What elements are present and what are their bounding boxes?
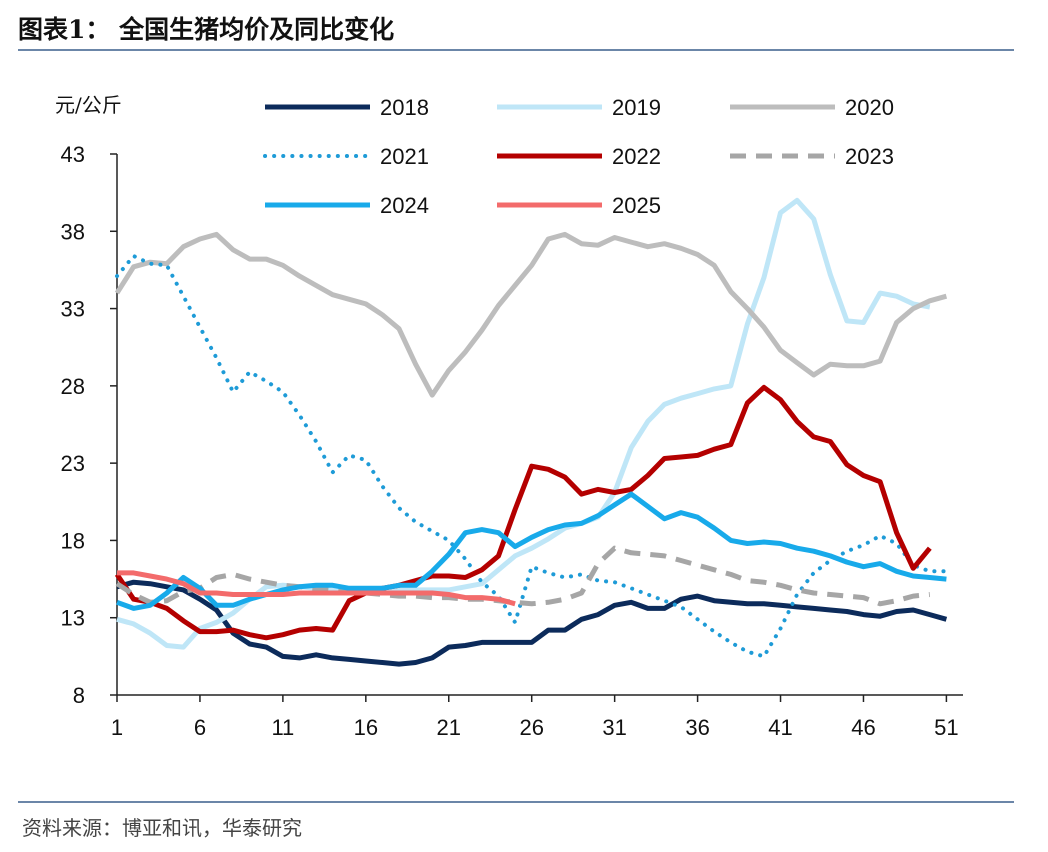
- x-tick-label: 46: [851, 715, 875, 740]
- x-tick-label: 11: [271, 715, 294, 740]
- series-line-2023: [115, 545, 931, 607]
- series-line-2021: [115, 254, 949, 659]
- x-tick-label: 1: [111, 715, 123, 740]
- legend-label-2021: 2021: [380, 144, 429, 169]
- series-line-2018: [116, 579, 948, 667]
- source-divider: [18, 801, 1014, 803]
- series-lines: [114, 197, 949, 667]
- legend-label-2023: 2023: [845, 144, 894, 169]
- legend: 2018 2019 2020 2021 2022 2023 2024 2025: [263, 95, 894, 218]
- source-note: 资料来源：博亚和讯，华泰研究: [22, 816, 302, 840]
- x-tick-label: 21: [437, 715, 461, 740]
- y-tick-label: 8: [73, 683, 85, 708]
- legend-label-2020: 2020: [845, 95, 894, 120]
- x-tick-label: 41: [768, 715, 792, 740]
- series-line-2020: [114, 231, 948, 398]
- y-tick-label: 28: [61, 374, 85, 399]
- y-tick-label: 18: [61, 528, 85, 553]
- series-line-2025: [117, 570, 516, 607]
- x-tick-label: 26: [519, 715, 543, 740]
- y-tick-label: 33: [61, 297, 85, 322]
- legend-label-2022: 2022: [612, 144, 661, 169]
- legend-label-2019: 2019: [612, 95, 661, 120]
- y-tick-label: 38: [61, 219, 85, 244]
- y-tick-label: 43: [61, 142, 85, 167]
- x-tick-label: 51: [934, 715, 958, 740]
- x-tick-label: 36: [685, 715, 709, 740]
- series-line-2024: [116, 491, 947, 611]
- y-axis-unit-label: 元/公斤: [55, 93, 122, 117]
- title-divider: [18, 49, 1014, 51]
- chart-title: 图表1： 全国生猪均价及同比变化: [18, 15, 395, 44]
- y-tick-label: 13: [61, 606, 85, 631]
- legend-label-2018: 2018: [380, 95, 429, 120]
- legend-label-2024: 2024: [380, 193, 429, 218]
- x-tick-label: 6: [194, 715, 206, 740]
- x-tick-label: 31: [602, 715, 626, 740]
- y-tick-label: 23: [61, 451, 85, 476]
- legend-label-2025: 2025: [612, 193, 661, 218]
- x-tick-label: 16: [354, 715, 378, 740]
- series-line-2022: [114, 384, 932, 641]
